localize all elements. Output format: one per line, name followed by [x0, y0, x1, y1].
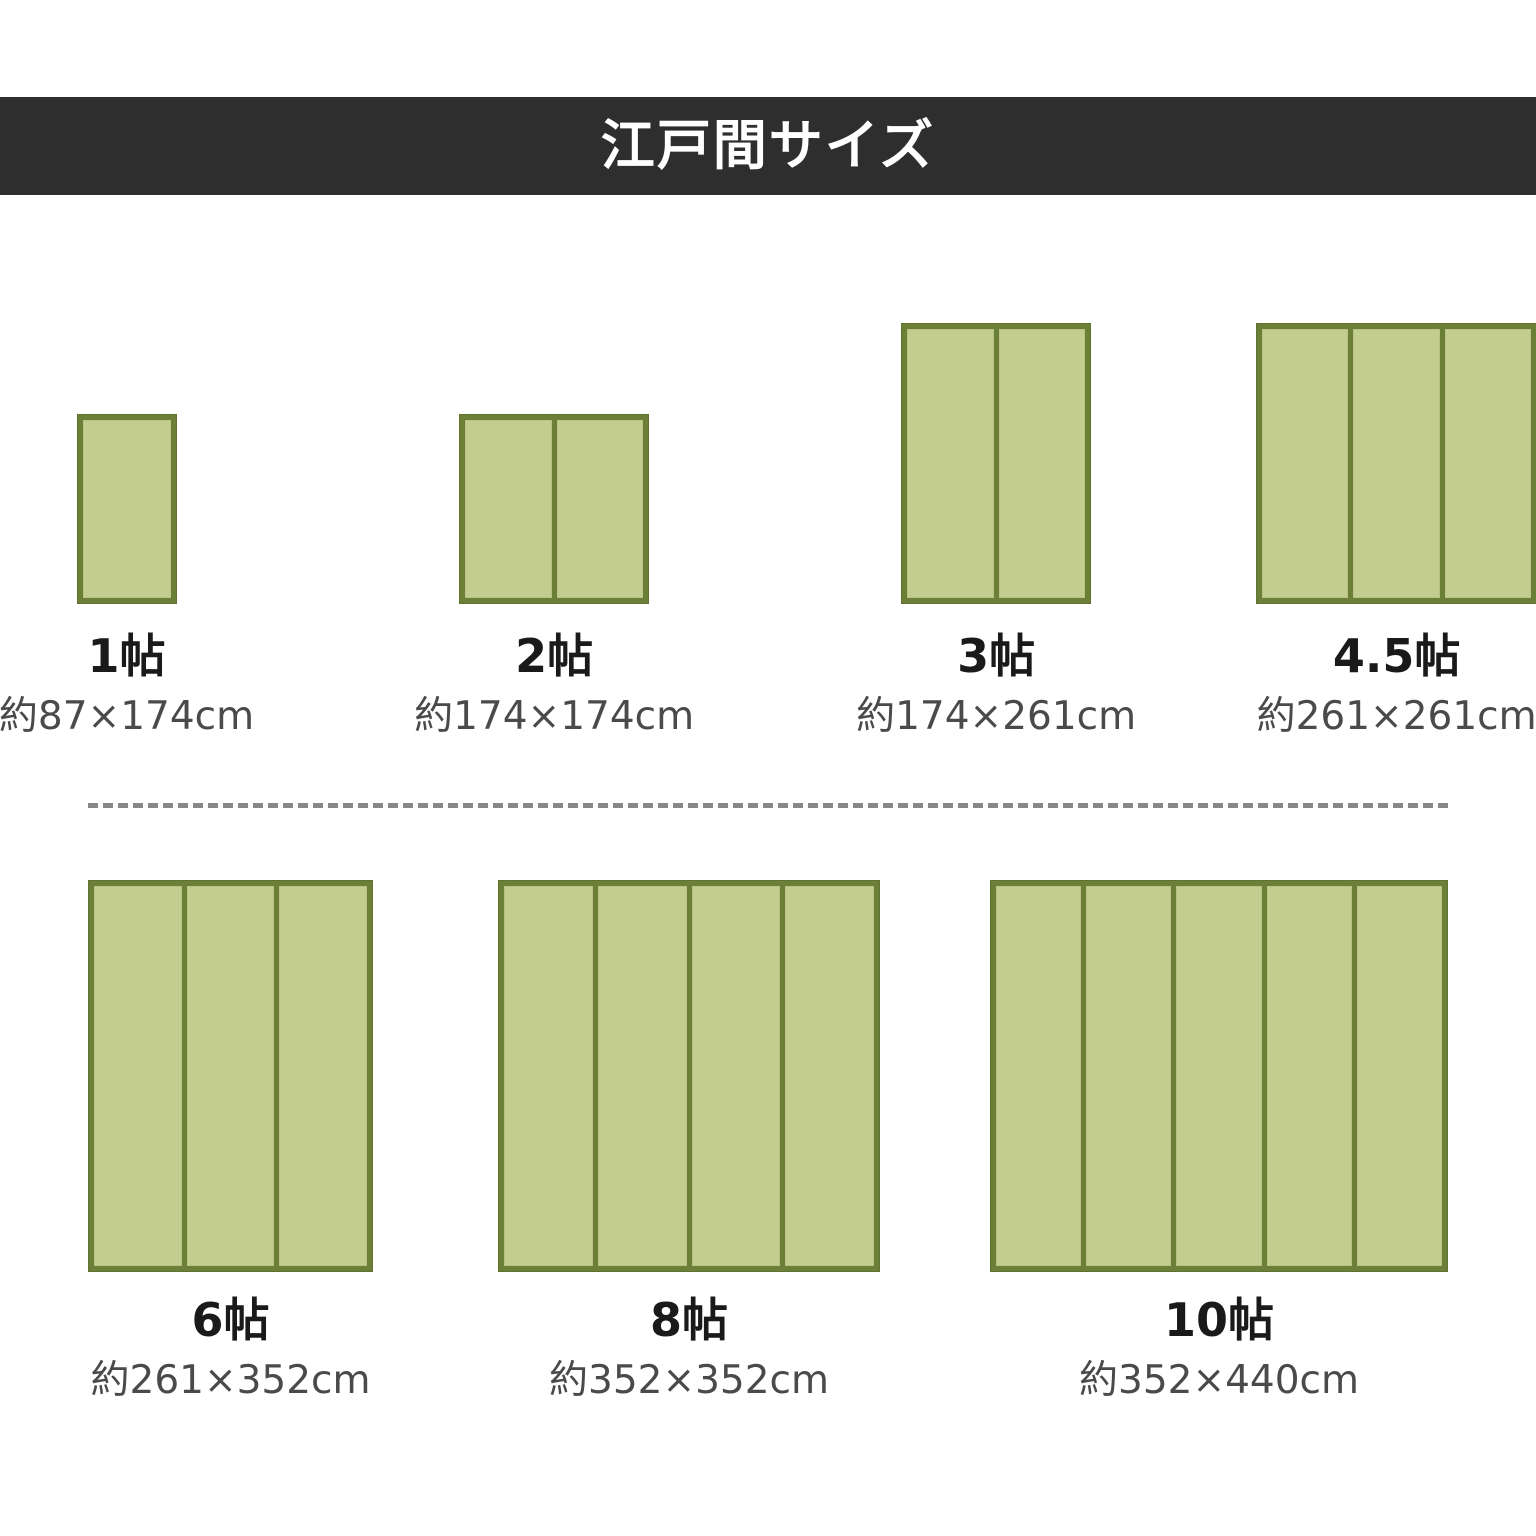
tatami-mat: [556, 420, 644, 599]
tatami-row-top: 1帖約87×174cm 2帖約174×174cm 3帖約174×261cm 4.5帖約…: [0, 300, 1536, 740]
tatami-mat: [996, 886, 1082, 1266]
tatami-size-cell: 4.5帖約261×261cm: [1256, 323, 1536, 740]
tatami-mat: [465, 420, 552, 599]
tatami-mat: [597, 886, 687, 1266]
tatami-label-block: 6帖約261×352cm: [88, 1294, 373, 1404]
tatami-size-name: 10帖: [1163, 1293, 1274, 1347]
tatami-mat: [82, 420, 171, 599]
tatami-size-dimension: 約87×174cm: [0, 694, 255, 740]
tatami-label-block: 3帖約174×261cm: [856, 630, 1136, 740]
tatami-size-name: 6帖: [191, 1293, 270, 1347]
tatami-mat: [1353, 329, 1440, 599]
tatami-diagram: [1256, 323, 1536, 605]
tatami-mat: [785, 886, 874, 1266]
tatami-label-block: 10帖約352×440cm: [990, 1294, 1448, 1404]
tatami-label-block: 4.5帖約261×261cm: [1256, 630, 1536, 740]
tatami-size-cell: 10帖約352×440cm: [990, 880, 1448, 1404]
tatami-diagram: [76, 414, 177, 605]
tatami-row-bottom: 6帖約261×352cm 8帖約352×352cm 10帖約352×440cm: [0, 880, 1536, 1403]
tatami-size-name: 1帖: [87, 629, 166, 684]
tatami-mat: [1444, 329, 1532, 599]
tatami-diagram: [498, 880, 880, 1272]
tatami-size-name: 2帖: [515, 629, 594, 684]
tatami-size-cell: 8帖約352×352cm: [498, 880, 880, 1404]
tatami-mat: [1262, 329, 1349, 599]
page-title: 江戸間サイズ: [600, 114, 936, 177]
tatami-label-block: 1帖約87×174cm: [0, 630, 254, 740]
tatami-mat: [998, 329, 1086, 599]
tatami-mat: [1266, 886, 1352, 1266]
tatami-size-name: 3帖: [957, 629, 1036, 684]
tatami-mat: [94, 886, 182, 1266]
tatami-mat: [279, 886, 368, 1266]
tatami-mat: [907, 329, 994, 599]
tatami-size-dimension: 約174×261cm: [856, 694, 1137, 740]
tatami-size-name: 8帖: [649, 1293, 728, 1347]
tatami-label-block: 2帖約174×174cm: [414, 630, 694, 740]
tatami-size-cell: 2帖約174×174cm: [414, 414, 694, 740]
header-bar: 江戸間サイズ: [0, 97, 1536, 195]
tatami-mat: [504, 886, 593, 1266]
tatami-diagram: [459, 414, 650, 605]
tatami-diagram: [901, 323, 1092, 605]
tatami-size-dimension: 約261×261cm: [1256, 694, 1536, 740]
tatami-diagram: [88, 880, 373, 1272]
tatami-mat: [1356, 886, 1443, 1266]
tatami-size-cell: 6帖約261×352cm: [88, 880, 373, 1404]
section-divider: [88, 803, 1448, 808]
tatami-mat: [1086, 886, 1172, 1266]
tatami-size-dimension: 約352×352cm: [549, 1357, 829, 1403]
tatami-size-name: 4.5帖: [1332, 629, 1461, 684]
tatami-mat: [186, 886, 275, 1266]
tatami-size-cell: 1帖約87×174cm: [0, 414, 254, 740]
tatami-label-block: 8帖約352×352cm: [498, 1294, 880, 1404]
tatami-size-cell: 3帖約174×261cm: [856, 323, 1136, 740]
tatami-size-dimension: 約352×440cm: [1079, 1357, 1359, 1403]
tatami-mat: [691, 886, 781, 1266]
tatami-size-dimension: 約261×352cm: [90, 1357, 371, 1403]
tatami-mat: [1176, 886, 1262, 1266]
tatami-size-dimension: 約174×174cm: [414, 694, 695, 740]
tatami-diagram: [990, 880, 1448, 1272]
